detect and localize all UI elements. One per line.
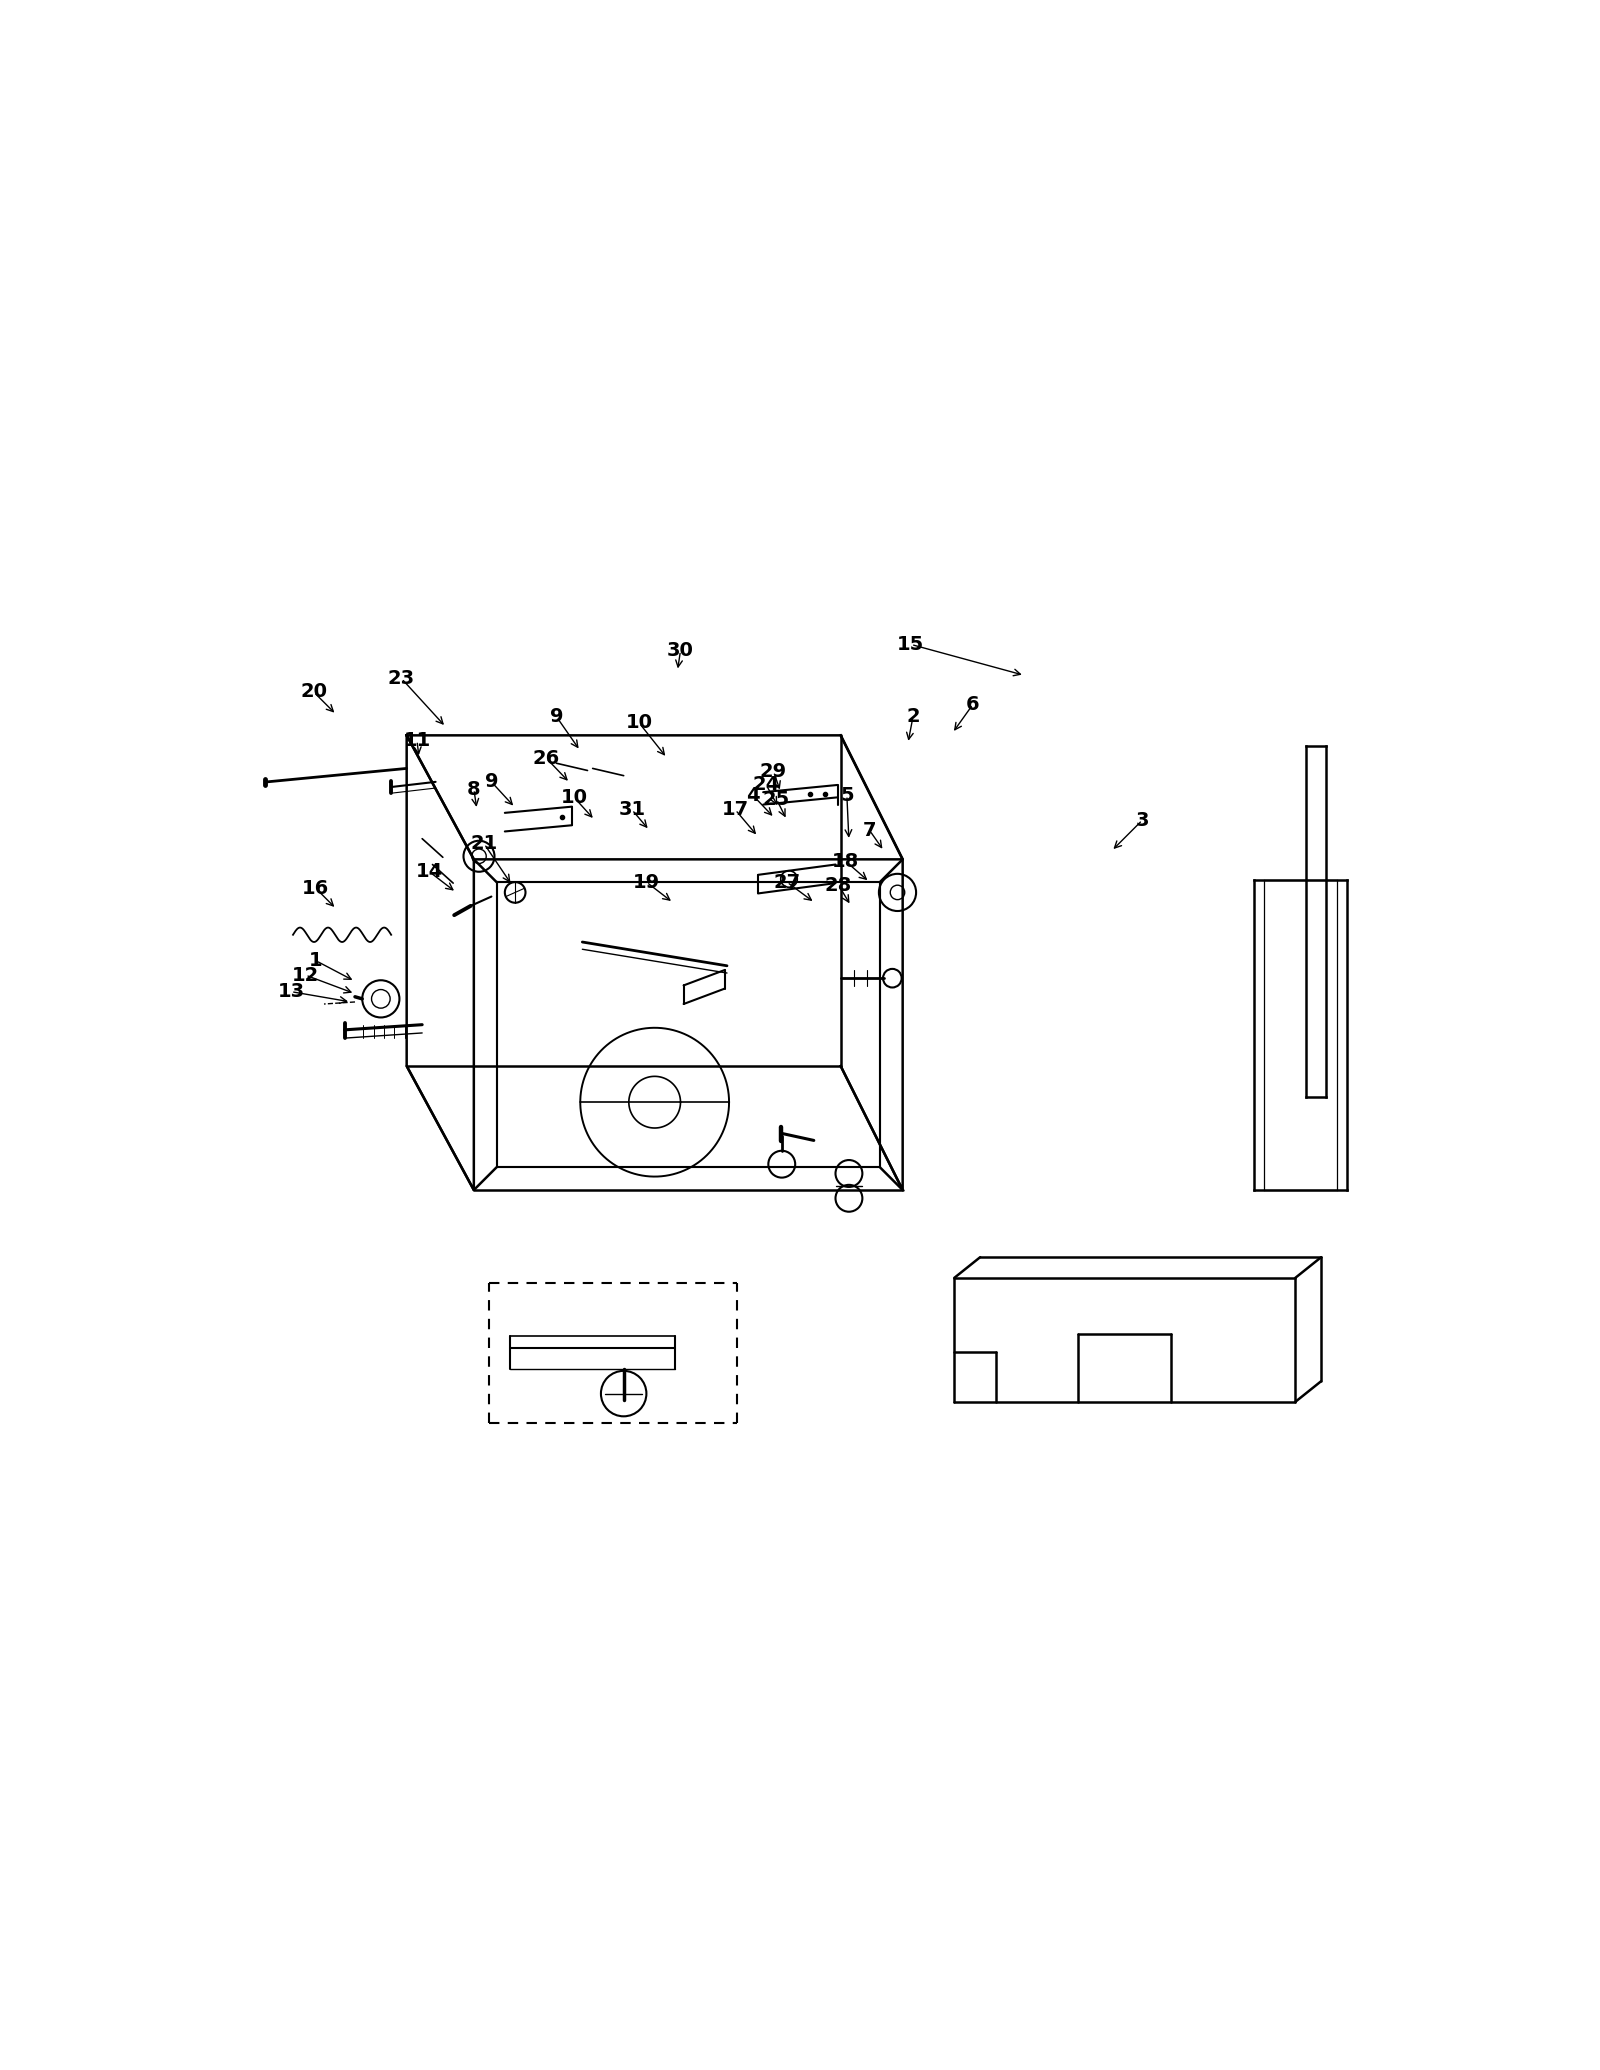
Text: 29: 29 <box>760 762 787 780</box>
Text: 3: 3 <box>1136 811 1149 830</box>
Text: 30: 30 <box>667 642 694 660</box>
Text: 25: 25 <box>763 791 790 809</box>
Text: 5: 5 <box>840 787 854 805</box>
Text: 26: 26 <box>533 749 560 768</box>
Text: 23: 23 <box>387 669 414 687</box>
Text: 16: 16 <box>302 880 330 898</box>
Text: 2: 2 <box>906 708 920 727</box>
Text: 17: 17 <box>722 801 749 820</box>
Text: 11: 11 <box>403 731 430 749</box>
Text: 20: 20 <box>301 683 326 702</box>
Text: 21: 21 <box>470 834 498 853</box>
Text: 27: 27 <box>773 874 800 892</box>
Text: 10: 10 <box>560 789 587 807</box>
Text: 8: 8 <box>467 780 480 799</box>
Text: 31: 31 <box>618 801 645 820</box>
Text: 6: 6 <box>966 696 979 714</box>
Text: 7: 7 <box>862 822 877 840</box>
Text: 14: 14 <box>416 863 443 882</box>
Text: 10: 10 <box>626 714 653 733</box>
Text: 13: 13 <box>277 981 304 1002</box>
Text: 12: 12 <box>291 965 318 985</box>
Text: 1: 1 <box>309 950 323 971</box>
Text: 28: 28 <box>826 876 853 894</box>
Text: 15: 15 <box>898 635 925 654</box>
Text: 4: 4 <box>746 787 760 805</box>
Text: 18: 18 <box>832 853 859 871</box>
Text: 19: 19 <box>634 874 659 892</box>
Text: 24: 24 <box>752 776 779 795</box>
Text: 9: 9 <box>485 772 498 791</box>
Text: 9: 9 <box>550 708 563 727</box>
